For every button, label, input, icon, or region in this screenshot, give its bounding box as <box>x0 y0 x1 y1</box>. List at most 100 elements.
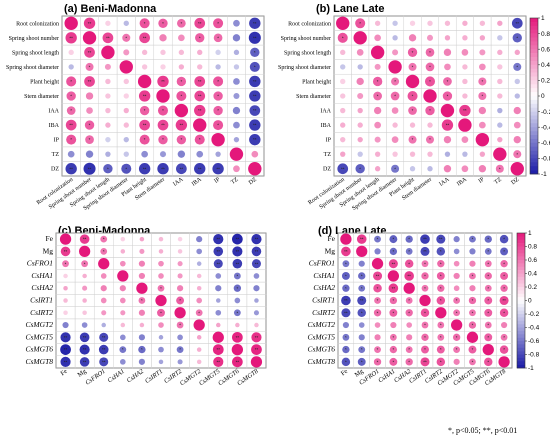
correlation-circle <box>444 63 451 71</box>
significance-mark: * <box>447 94 449 99</box>
significance-mark: * <box>179 323 181 328</box>
correlation-circle <box>233 92 240 100</box>
correlation-circle <box>103 164 113 174</box>
significance-mark: ** <box>392 286 396 291</box>
row-label: CsHA2 <box>313 283 335 292</box>
significance-mark: * <box>424 310 426 315</box>
row-label: CsIRT1 <box>312 296 335 305</box>
correlation-circle <box>389 333 397 341</box>
column-label: IBA <box>456 176 468 187</box>
significance-mark: * <box>440 286 442 291</box>
significance-mark: * <box>392 310 394 315</box>
significance-mark: ** <box>236 261 240 266</box>
colorbar-segment <box>530 111 538 116</box>
significance-mark: ** <box>341 166 345 171</box>
correlation-circle <box>139 32 150 44</box>
colorbar-segment <box>517 361 525 365</box>
correlation-circle <box>176 346 184 353</box>
row-label: Mg <box>43 246 54 255</box>
significance-mark: * <box>412 108 414 113</box>
significance-mark: ** <box>360 298 364 303</box>
correlation-circle <box>469 358 476 366</box>
significance-mark: ** <box>217 347 221 352</box>
correlation-circle <box>254 298 259 303</box>
correlation-circle <box>495 164 504 173</box>
correlation-circle <box>138 163 151 175</box>
significance-mark: ** <box>423 249 427 254</box>
significance-mark: ** <box>463 108 467 113</box>
significance-mark: * <box>472 347 474 352</box>
correlation-circle <box>493 147 507 161</box>
significance-mark: ** <box>88 79 92 84</box>
colorbar-segment <box>530 138 538 144</box>
correlation-circle <box>357 64 363 70</box>
significance-mark: * <box>392 298 394 303</box>
correlation-circle <box>453 297 461 304</box>
colorbar-tick-label: 0.6 <box>528 257 537 264</box>
correlation-circle <box>357 357 366 366</box>
correlation-circle <box>461 49 469 56</box>
correlation-circle <box>215 64 221 70</box>
significance-mark: * <box>503 249 505 254</box>
significance-mark: ** <box>392 261 396 266</box>
correlation-circle <box>404 271 414 281</box>
row-label: Spring shoot length <box>284 50 331 56</box>
correlation-circle <box>453 346 461 353</box>
colorbar-segment <box>530 80 538 85</box>
row-label: IBA <box>49 123 60 129</box>
colorbar-tick-label: -0.8 <box>528 352 540 359</box>
correlation-circle <box>478 106 487 115</box>
correlation-circle <box>484 333 493 342</box>
significance-mark: ** <box>344 310 348 315</box>
significance-mark: * <box>481 94 483 99</box>
correlation-circle <box>79 344 90 355</box>
significance-mark: ** <box>376 274 380 279</box>
significance-mark: ** <box>502 298 506 303</box>
grid-cell <box>495 355 513 369</box>
row-label: CsIRT1 <box>30 296 53 305</box>
correlation-circle <box>453 358 460 365</box>
correlation-circle <box>342 260 350 268</box>
row-label: CsMGT5 <box>307 332 335 341</box>
correlation-circle <box>232 34 241 42</box>
significance-mark: ** <box>198 108 202 113</box>
correlation-circle <box>177 150 186 158</box>
significance-mark: * <box>125 35 127 40</box>
correlation-circle <box>484 260 492 268</box>
correlation-circle <box>478 91 487 101</box>
correlation-circle <box>484 296 493 305</box>
correlation-circle <box>193 118 207 132</box>
correlation-circle <box>513 150 522 159</box>
correlation-circle <box>389 235 398 244</box>
colorbar-segment <box>530 115 538 120</box>
significance-mark: ** <box>236 359 240 364</box>
correlation-circle <box>511 17 523 29</box>
correlation-circle <box>136 282 148 294</box>
correlation-circle <box>174 103 189 118</box>
correlation-circle <box>231 343 244 356</box>
row-label: CsMGT2 <box>25 320 53 329</box>
correlation-circle <box>513 62 522 71</box>
colorbar-segment <box>517 243 525 247</box>
correlation-panel-c: (c) Beni-Madonna** * ** ** **** * ** ** *** * ** **… <box>25 225 267 387</box>
significance-mark: ** <box>88 166 92 171</box>
correlation-circle <box>513 121 521 129</box>
correlation-circle <box>406 322 413 328</box>
significance-mark: * <box>408 249 410 254</box>
correlation-circle <box>120 249 126 254</box>
correlation-circle <box>390 91 400 101</box>
correlation-circle <box>233 136 240 143</box>
column-label: Mg <box>353 367 365 378</box>
correlation-circle <box>374 121 381 129</box>
correlation-circle <box>497 49 503 56</box>
correlation-circle <box>235 322 240 328</box>
correlation-circle <box>499 295 509 306</box>
correlation-circle <box>213 120 224 131</box>
correlation-circle <box>389 296 398 305</box>
significance-mark: * <box>345 261 347 266</box>
correlation-circle <box>194 104 206 117</box>
correlation-circle <box>390 321 397 329</box>
correlation-circle <box>479 35 486 41</box>
correlation-circle <box>373 106 382 115</box>
correlation-circle <box>105 20 111 26</box>
